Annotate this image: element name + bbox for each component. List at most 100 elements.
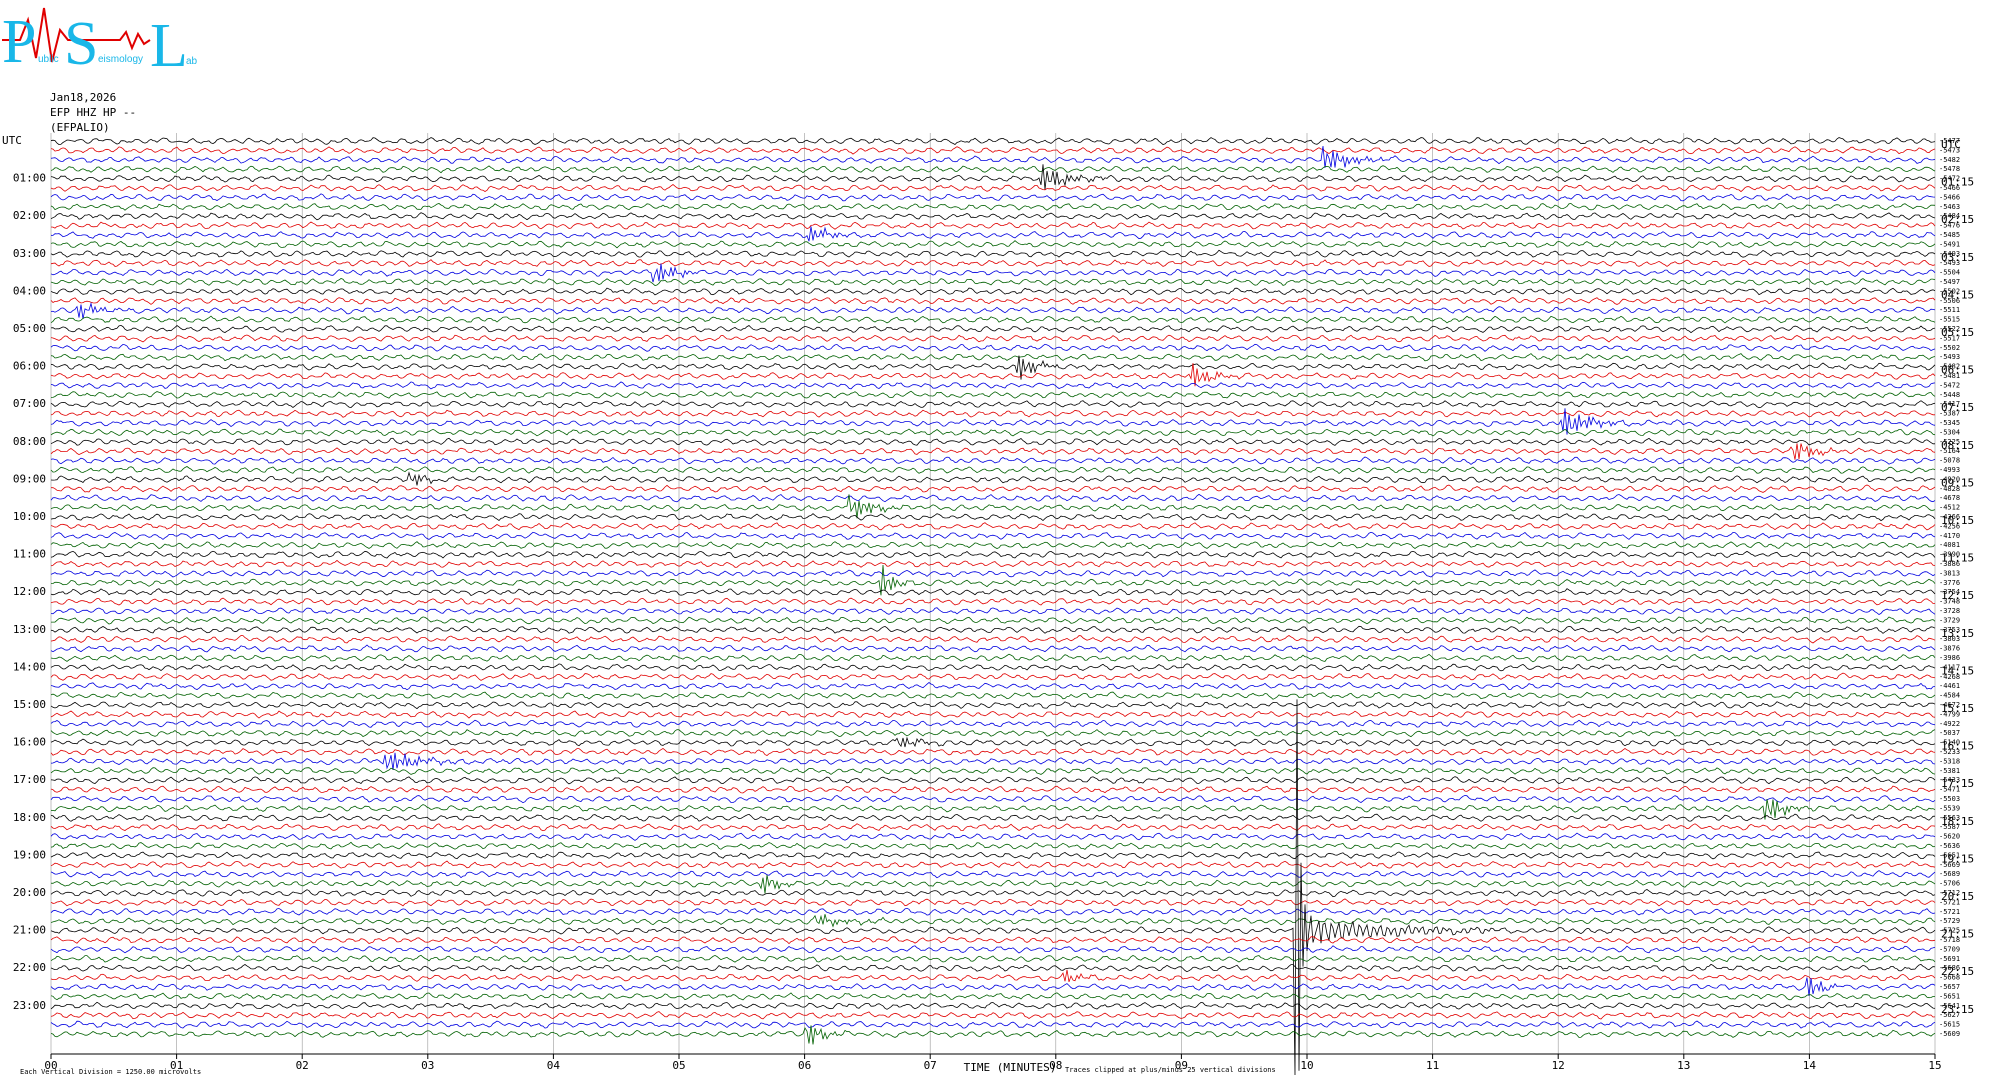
right-time-label: 18:15 — [1941, 815, 1974, 828]
trace-offset: -5502 — [1939, 344, 1960, 352]
trace-offset: -5539 — [1939, 804, 1960, 812]
left-time-label: 05:00 — [13, 322, 46, 335]
trace-offset: -4081 — [1939, 541, 1960, 549]
trace — [50, 748, 1936, 756]
left-time-label: 14:00 — [13, 660, 46, 673]
trace — [50, 635, 1936, 644]
trace — [50, 301, 1936, 319]
trace — [50, 625, 1936, 634]
trace — [50, 522, 1936, 531]
trace-offset: -5506 — [1939, 297, 1960, 305]
trace-offset: -5636 — [1939, 842, 1960, 850]
labels: 00 01 02 03 04 05 06 07 08 09 10 11 12 13 14 15-5477-54… — [2, 134, 1974, 1072]
trace-offset: -3986 — [1939, 654, 1960, 662]
right-time-label: 23:15 — [1941, 1003, 1974, 1016]
trace — [50, 456, 1936, 465]
trace — [50, 870, 1936, 879]
trace-offset: -4678 — [1939, 494, 1960, 502]
trace-offset: -3776 — [1939, 579, 1960, 587]
trace-offset: -3803 — [1939, 635, 1960, 643]
trace-offset: -4672 — [1939, 701, 1960, 709]
trace-offset: -5491 — [1939, 240, 1960, 248]
trace-offset: -5609 — [1939, 1030, 1960, 1038]
trace — [50, 259, 1936, 268]
trace-offset: -4584 — [1939, 692, 1960, 700]
trace — [50, 954, 1936, 963]
right-time-label: 11:15 — [1941, 552, 1974, 565]
trace — [50, 493, 1936, 503]
x-tick-label: 15 — [1928, 1059, 1941, 1072]
trace — [50, 183, 1936, 193]
right-time-label: 22:15 — [1941, 965, 1974, 978]
trace — [50, 559, 1936, 568]
right-time-label: 14:15 — [1941, 664, 1974, 677]
trace — [50, 1025, 1936, 1045]
trace-offset: -4512 — [1939, 504, 1960, 512]
right-time-label: 01:15 — [1941, 176, 1974, 189]
trace — [50, 969, 1936, 983]
trace-offset: -5466 — [1939, 184, 1960, 192]
trace — [50, 914, 1936, 928]
trace — [50, 334, 1936, 343]
trace-offset: -4461 — [1939, 682, 1960, 690]
trace-offset: -5689 — [1939, 870, 1960, 878]
trace-offset: -5472 — [1939, 381, 1960, 389]
trace — [50, 832, 1936, 841]
trace-offset: -3753 — [1939, 626, 1960, 634]
trace — [50, 324, 1936, 334]
trace-offset: -5563 — [1939, 814, 1960, 822]
trace-offset: -5504 — [1939, 269, 1960, 277]
trace — [50, 428, 1936, 437]
trace-offset: -5651 — [1939, 992, 1960, 1000]
left-time-label: 10:00 — [13, 510, 46, 523]
trace — [50, 355, 1936, 380]
trace — [50, 860, 1936, 869]
trace-offset: -5477 — [1939, 137, 1960, 145]
trace-offset: -3728 — [1939, 607, 1960, 615]
right-time-label: 02:15 — [1941, 213, 1974, 226]
right-time-label: 21:15 — [1941, 928, 1974, 941]
trace — [50, 400, 1936, 409]
left-time-label: 11:00 — [13, 548, 46, 561]
right-time-label: 15:15 — [1941, 702, 1974, 715]
trace-offset: -5627 — [1939, 1011, 1960, 1019]
trace — [50, 343, 1936, 352]
header-date: Jan18,2026 — [50, 91, 116, 104]
trace — [50, 963, 1936, 973]
left-time-label: 17:00 — [13, 773, 46, 786]
trace-offset: -3729 — [1939, 616, 1960, 624]
trace — [50, 841, 1936, 850]
trace — [50, 945, 1936, 954]
trace-offset: -4920 — [1939, 475, 1960, 483]
left-time-label: 22:00 — [13, 961, 46, 974]
right-time-label: 12:15 — [1941, 589, 1974, 602]
trace-offset: -5721 — [1939, 908, 1960, 916]
trace-offset: -5345 — [1939, 419, 1960, 427]
trace-offset: -4268 — [1939, 673, 1960, 681]
trace — [50, 203, 1936, 211]
left-time-label: 15:00 — [13, 698, 46, 711]
trace-offset: -5641 — [1939, 1002, 1960, 1010]
trace-offset: -5669 — [1939, 861, 1960, 869]
left-time-label: 07:00 — [13, 397, 46, 410]
trace — [50, 263, 1936, 283]
x-tick-label: 10 — [1300, 1059, 1313, 1072]
trace-offset: -5725 — [1939, 927, 1960, 935]
trace — [50, 531, 1936, 540]
trace-offset: -3813 — [1939, 569, 1960, 577]
trace — [50, 363, 1936, 387]
trace-offset: -5463 — [1939, 203, 1960, 211]
trace — [50, 992, 1936, 1001]
trace — [50, 607, 1936, 615]
x-tick-label: 14 — [1803, 1059, 1817, 1072]
right-time-label: 06:15 — [1941, 364, 1974, 377]
trace-offset: -5304 — [1939, 428, 1960, 436]
left-time-label: 23:00 — [13, 999, 46, 1012]
trace — [50, 315, 1936, 324]
trace — [50, 466, 1936, 475]
trace-offset: -5448 — [1939, 391, 1960, 399]
trace — [50, 287, 1936, 296]
trace — [50, 663, 1936, 672]
logo-letter: P — [2, 8, 36, 76]
trace-offset: -5433 — [1939, 776, 1960, 784]
